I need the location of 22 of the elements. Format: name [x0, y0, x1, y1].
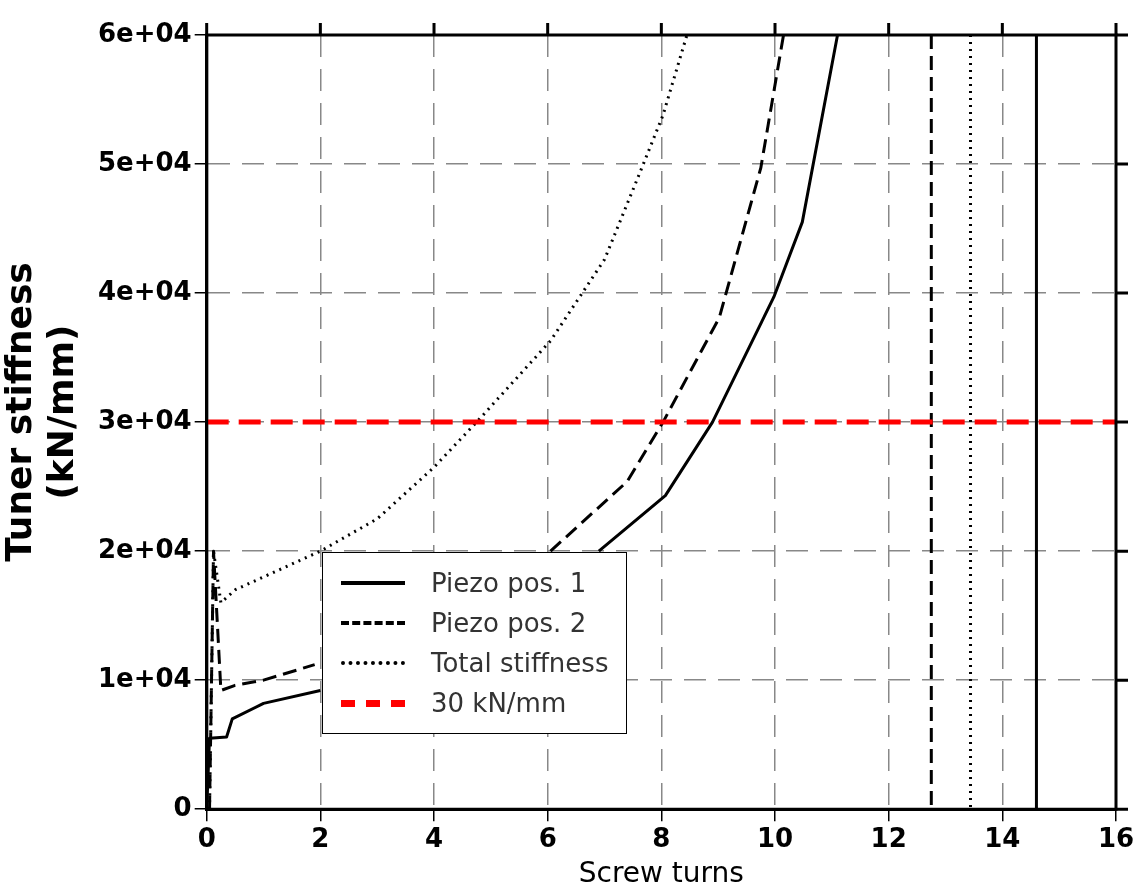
legend-label: Piezo pos. 1	[431, 568, 587, 598]
x-tick-label: 10	[756, 822, 794, 853]
x-tick-label: 0	[197, 822, 216, 853]
y-tick-label: 2e+04	[97, 533, 192, 564]
y-tick-label: 6e+04	[97, 17, 192, 48]
x-tick-label: 12	[870, 822, 907, 853]
y-tick-label: 4e+04	[97, 275, 192, 306]
x-tick-label: 14	[984, 822, 1021, 853]
y-tick-label: 1e+04	[97, 662, 192, 693]
legend-label: 30 kN/mm	[431, 688, 567, 718]
y-tick-label: 0	[173, 791, 192, 822]
legend-label: Total stiffness	[431, 648, 609, 678]
x-axis-title: Screw turns	[578, 856, 744, 890]
legend-label: Piezo pos. 2	[431, 608, 587, 638]
x-tick-label: 4	[424, 822, 444, 853]
x-tick-label: 2	[311, 822, 330, 853]
x-tick-label: 6	[538, 822, 557, 853]
x-tick-label: 8	[652, 822, 671, 853]
y-tick-label: 3e+04	[97, 404, 192, 435]
y-axis-title: Tuner stiffness (kN/mm)	[0, 261, 82, 564]
y-tick-label: 5e+04	[97, 146, 192, 177]
x-tick-label: 16	[1097, 822, 1135, 853]
